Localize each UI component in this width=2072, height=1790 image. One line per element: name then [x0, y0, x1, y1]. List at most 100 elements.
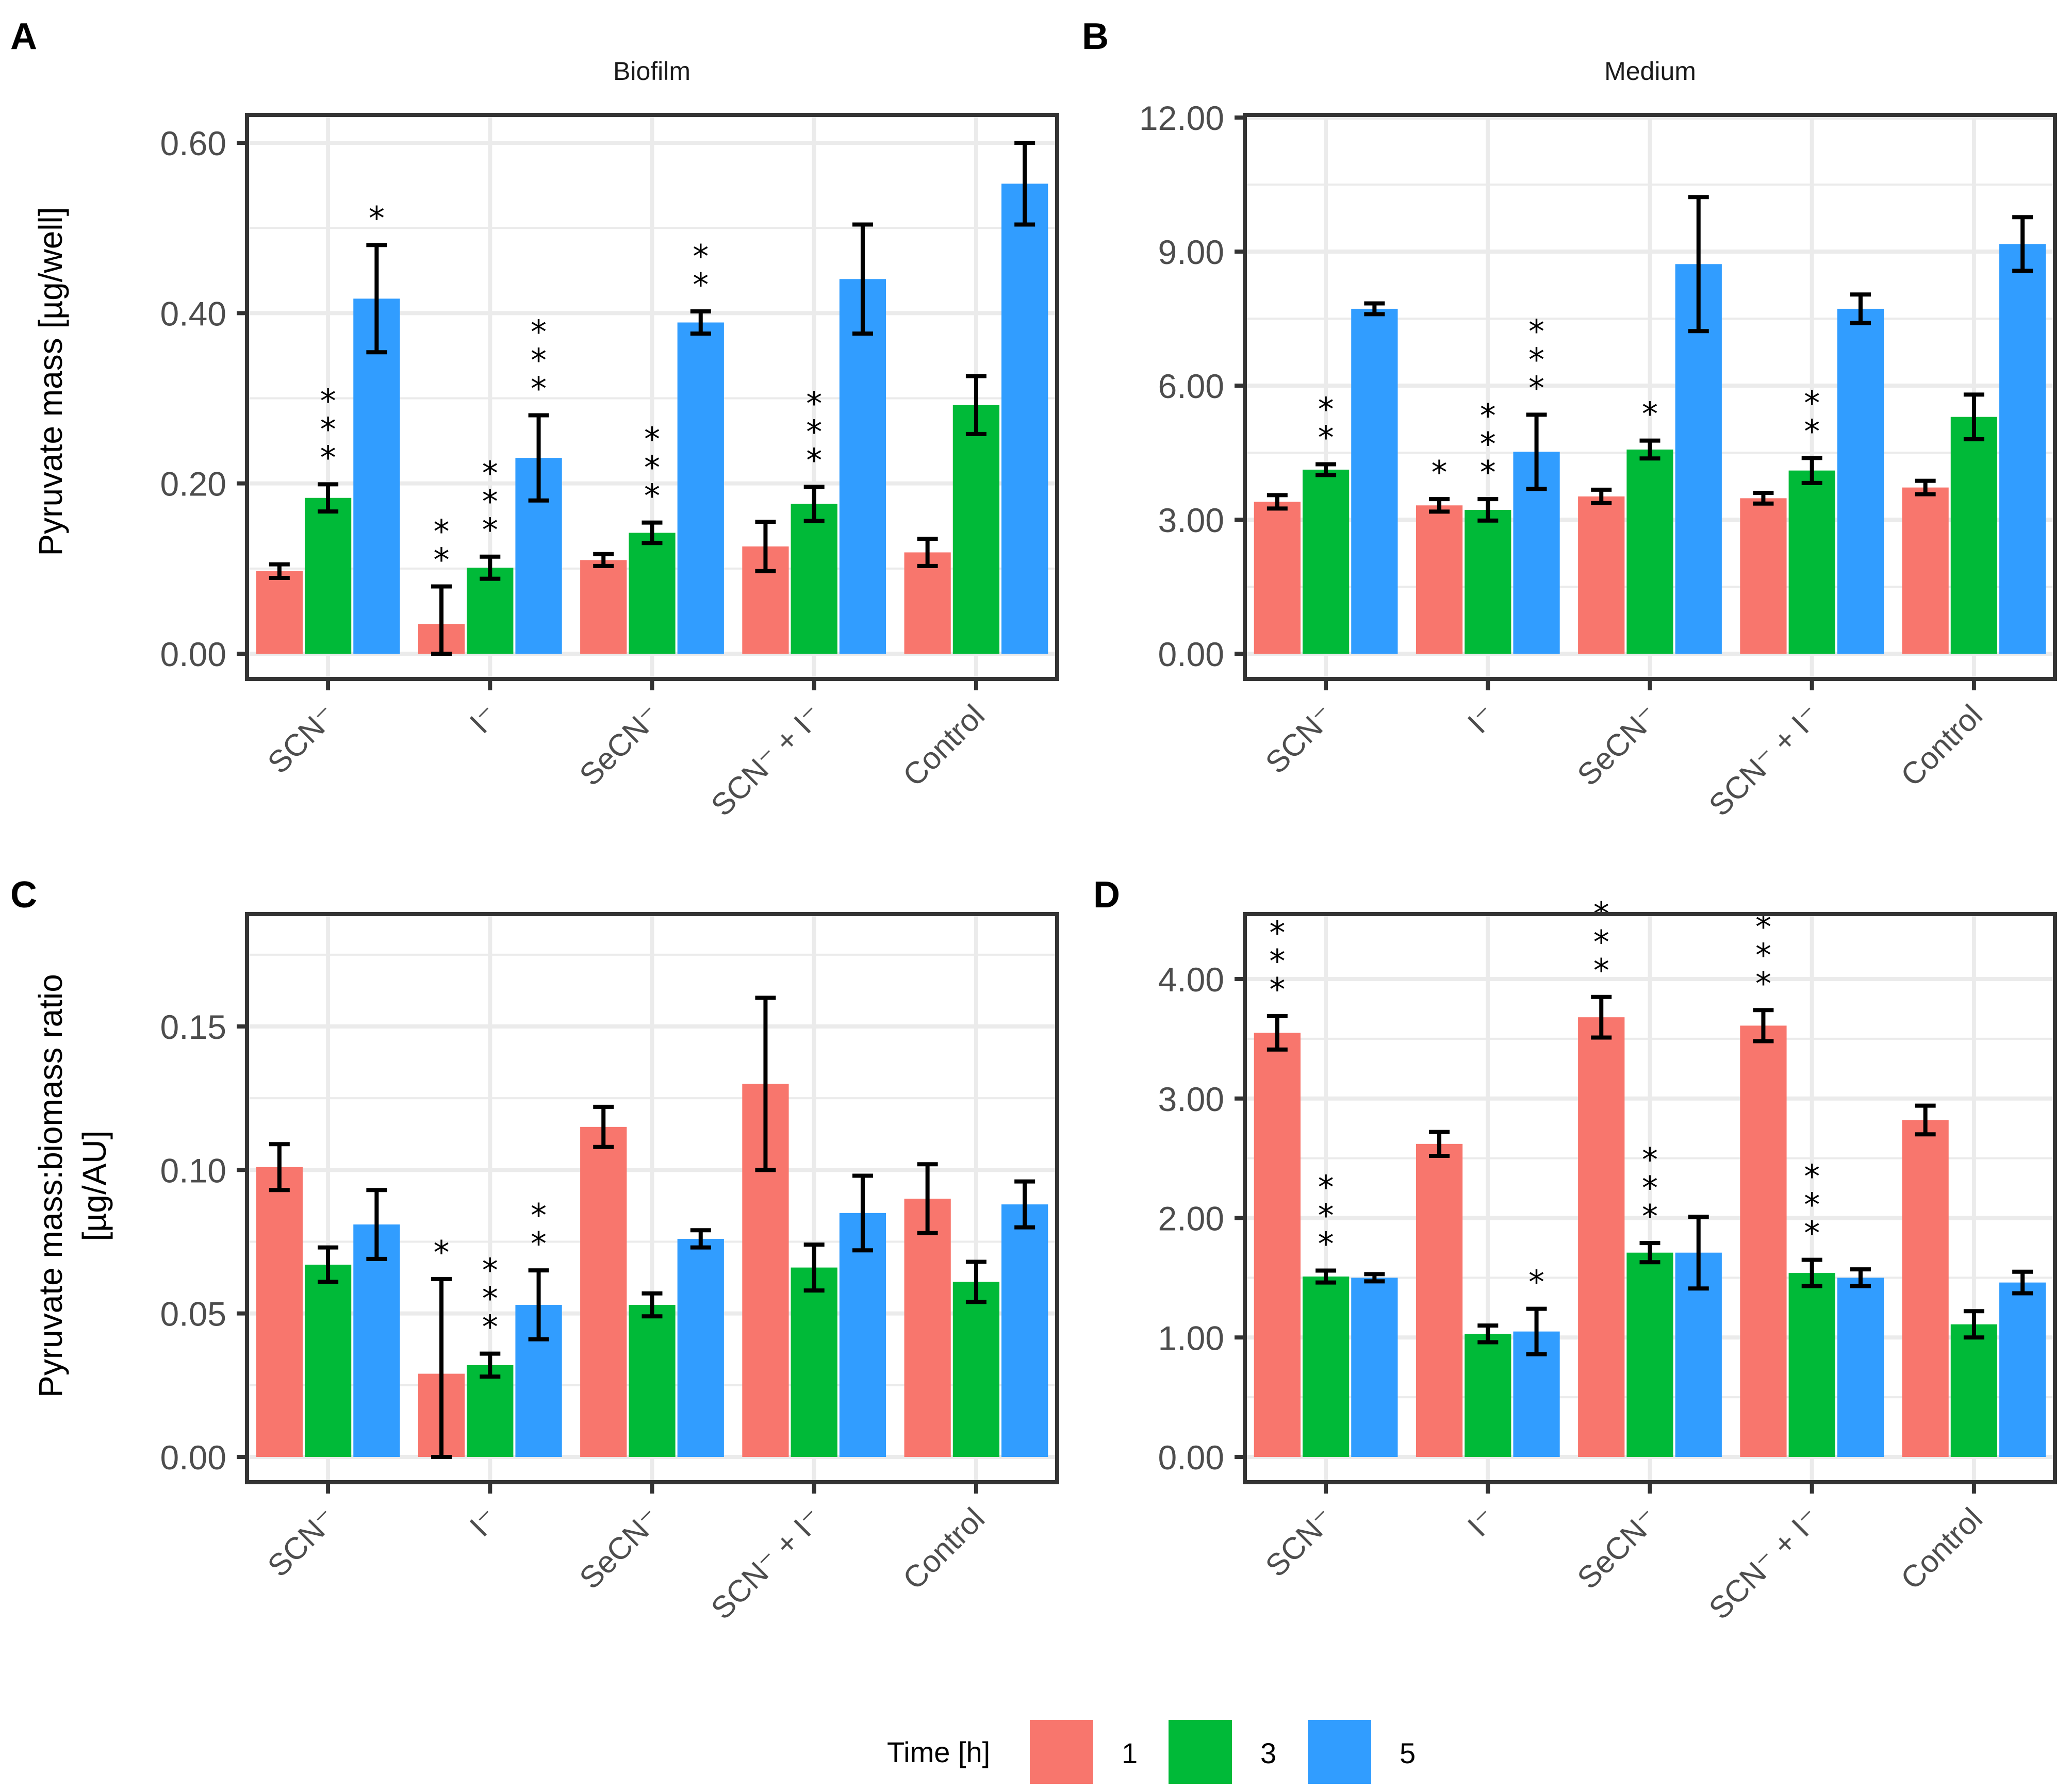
bar: [304, 1265, 352, 1457]
bar: [353, 1224, 400, 1457]
significance-star: *: [1528, 369, 1544, 407]
y-tick-label: 9.00: [1158, 233, 1224, 271]
x-tick-label: SeCN⁻: [1571, 1501, 1665, 1596]
x-tick-label: I⁻: [1461, 698, 1503, 740]
x-tick-label: SCN⁻: [1259, 698, 1341, 780]
bar: [904, 552, 951, 654]
bar: [952, 1282, 1000, 1457]
significance-star: *: [693, 238, 709, 275]
panel-letter: A: [10, 16, 37, 57]
bar: [1001, 184, 1048, 654]
bar: [580, 1126, 627, 1457]
significance-star: *: [806, 441, 822, 479]
significance-star: *: [434, 513, 450, 551]
y-tick-label: 0.00: [160, 1438, 226, 1477]
bar: [304, 498, 352, 654]
bar: [839, 279, 886, 654]
x-tick-label: Control: [896, 698, 991, 793]
bar: [1351, 308, 1398, 654]
bar: [677, 1238, 724, 1457]
significance-star: *: [482, 1308, 498, 1346]
y-tick-label: 0.40: [160, 294, 226, 333]
bar: [839, 1213, 886, 1457]
bar: [904, 1199, 951, 1457]
x-tick-label: SCN⁻ + I⁻: [1702, 698, 1827, 823]
y-tick-label: 0.15: [160, 1008, 226, 1046]
bar: [1788, 470, 1835, 654]
significance-star: *: [1318, 391, 1334, 428]
significance-star: *: [482, 483, 498, 521]
significance-star: *: [482, 1252, 498, 1289]
bar: [1465, 1334, 1511, 1457]
significance-star: *: [1804, 1186, 1820, 1224]
bar: [1999, 244, 2046, 654]
x-tick-label: SCN⁻ + I⁻: [704, 1501, 829, 1626]
bar: [1740, 1025, 1787, 1457]
bar: [1837, 1278, 1884, 1457]
significance-star: *: [1480, 397, 1496, 435]
bar: [467, 1365, 514, 1457]
bar: [1302, 1277, 1350, 1457]
significance-star: *: [1593, 952, 1609, 989]
significance-star: *: [369, 200, 385, 237]
bar: [1302, 469, 1350, 654]
significance-star: *: [1642, 395, 1658, 433]
legend-label-1: 1: [1122, 1737, 1138, 1769]
significance-star: *: [644, 449, 660, 487]
bar: [1578, 496, 1625, 654]
bar: [1254, 1033, 1301, 1457]
significance-star: *: [320, 382, 336, 420]
significance-star: *: [806, 413, 822, 451]
y-axis-title: Pyruvate mass:biomass ratio: [32, 974, 69, 1398]
bar: [1740, 498, 1787, 654]
bar: [1578, 1017, 1625, 1457]
bar: [1416, 1143, 1463, 1457]
y-tick-label: 0.10: [160, 1151, 226, 1189]
legend-label-5: 5: [1400, 1737, 1416, 1769]
y-tick-label: 12.00: [1139, 99, 1224, 137]
x-tick-label: SeCN⁻: [573, 698, 667, 792]
significance-star: *: [320, 439, 336, 476]
significance-star: *: [1480, 454, 1496, 491]
y-tick-label: 2.00: [1158, 1200, 1224, 1238]
bar: [1626, 1252, 1673, 1457]
significance-star: *: [1804, 384, 1820, 422]
significance-star: *: [1269, 942, 1285, 980]
bar: [952, 405, 1000, 654]
x-tick-label: SCN⁻ + I⁻: [704, 698, 829, 823]
bar: [1837, 308, 1884, 654]
significance-star: *: [320, 410, 336, 448]
y-tick-label: 0.20: [160, 465, 226, 503]
bar: [1950, 1324, 1998, 1457]
legend-label-3: 3: [1260, 1737, 1276, 1769]
significance-star: *: [1642, 1198, 1658, 1235]
facet-title: Medium: [1604, 57, 1696, 86]
y-tick-label: 6.00: [1158, 367, 1224, 405]
bar: [1254, 502, 1301, 654]
x-tick-label: Control: [1894, 1501, 1989, 1596]
legend: Time [h] 1 3 5: [887, 1720, 1416, 1784]
legend-swatch-1: [1030, 1720, 1093, 1784]
significance-star: *: [1804, 1158, 1820, 1196]
y-tick-label: 0.05: [160, 1295, 226, 1333]
y-tick-label: 3.00: [1158, 1080, 1224, 1118]
bar: [1416, 505, 1463, 654]
significance-star: *: [1528, 1264, 1544, 1301]
bar: [1902, 487, 1949, 654]
x-tick-label: SCN⁻ + I⁻: [1702, 1501, 1827, 1626]
significance-star: *: [531, 1197, 547, 1234]
bar: [256, 1167, 303, 1457]
facet-title: Biofilm: [613, 57, 690, 86]
x-tick-label: Control: [896, 1501, 991, 1596]
x-tick-label: SCN⁻: [261, 698, 343, 780]
y-tick-label: 3.00: [1158, 501, 1224, 539]
significance-star: *: [1528, 312, 1544, 350]
x-tick-label: SCN⁻: [1259, 1501, 1341, 1583]
significance-star: *: [434, 541, 450, 579]
bar: [1999, 1282, 2046, 1457]
x-tick-label: SeCN⁻: [573, 1501, 667, 1596]
bar: [1902, 1120, 1949, 1457]
x-tick-label: SCN⁻: [261, 1501, 343, 1583]
